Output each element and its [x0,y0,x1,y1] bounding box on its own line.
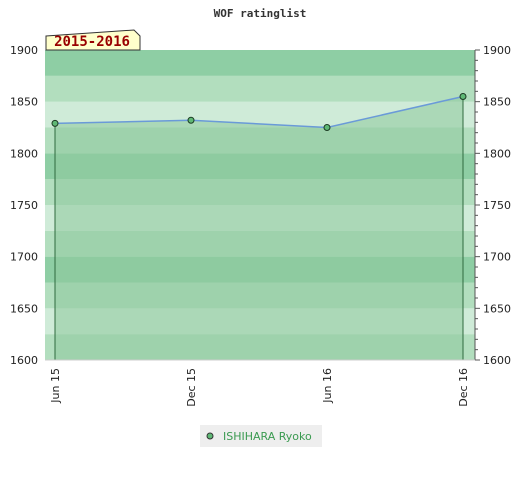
y-axis-right: 1600 1650 1700 1750 1800 1850 1900 [475,44,511,367]
legend[interactable]: ISHIHARA Ryoko [200,425,322,447]
area-layer [54,95,464,360]
data-point-3 [459,93,467,100]
y-tick-right-1800: 1800 [483,147,511,160]
x-tick-3: Dec 16 [457,368,470,407]
y-tick-right-1700: 1700 [483,251,511,264]
data-point-0 [51,119,59,127]
band-1875 [45,50,475,76]
y-tick-right-1750: 1750 [483,199,511,212]
band-1850 [45,75,475,102]
legend-box [200,425,322,447]
y-tick-left-1900: 1900 [10,44,38,57]
legend-label: ISHIHARA Ryoko [223,430,312,443]
y-tick-left-1600: 1600 [10,354,38,367]
x-tick-2: Jun 16 [321,368,334,404]
legend-marker [206,432,214,440]
season-box-shape [45,29,141,51]
y-tick-left-1650: 1650 [10,302,38,315]
series-line [54,95,464,129]
y-tick-left-1700: 1700 [10,251,38,264]
chart-title: WOF ratinglist [214,7,307,20]
x-tick-1: Dec 15 [185,368,198,407]
y-tick-left-1800: 1800 [10,147,38,160]
y-tick-right-1900: 1900 [483,44,511,57]
series-area [55,96,463,360]
x-axis: Jun 15 Dec 15 Jun 16 Dec 16 [49,368,470,407]
y-axis-left: 1600 1650 1700 1750 1800 1850 1900 [10,44,38,367]
x-tick-0: Jun 15 [49,368,62,404]
season-box: 2015-2016 [45,29,141,51]
y-tick-right-1850: 1850 [483,96,511,109]
data-point-1 [187,116,195,124]
y-tick-left-1850: 1850 [10,96,38,109]
y-tick-right-1650: 1650 [483,302,511,315]
y-tick-right-1600: 1600 [483,354,511,367]
season-label: 2015-2016 [54,34,130,50]
data-point-2 [323,124,331,131]
data-points [51,93,467,131]
y-tick-left-1750: 1750 [10,199,38,212]
